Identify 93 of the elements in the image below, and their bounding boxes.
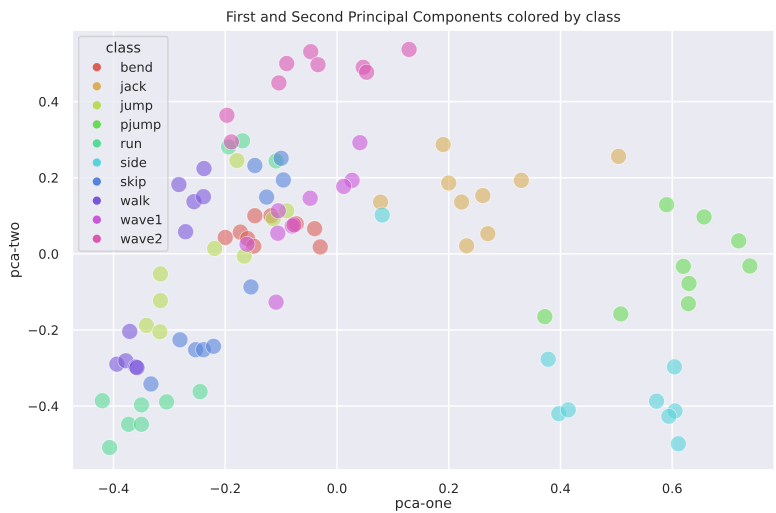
point (658, 196, 675, 213)
point (177, 223, 194, 240)
legend-label: skip (120, 176, 146, 189)
point (536, 308, 554, 325)
point (660, 408, 678, 425)
point (228, 152, 246, 169)
legend-label: side (120, 157, 146, 168)
point (670, 435, 687, 452)
x-tick-label: 0.0 (328, 483, 346, 494)
y-tick-label: −0.2 (28, 325, 58, 336)
x-tick-label: 0.2 (439, 483, 458, 494)
point (94, 392, 111, 409)
x-tick-label: −0.2 (210, 483, 240, 494)
point (133, 396, 150, 414)
point (206, 240, 223, 257)
point (696, 208, 712, 226)
point (730, 232, 747, 250)
point (195, 188, 212, 205)
point (272, 150, 290, 167)
point (270, 224, 286, 242)
point (666, 358, 683, 376)
point (352, 134, 368, 151)
point (610, 148, 627, 165)
point (335, 178, 352, 195)
point (278, 55, 295, 72)
point (218, 106, 236, 124)
legend-label: wave1 (120, 214, 162, 224)
point (152, 292, 169, 309)
legend-title: class (106, 42, 140, 53)
x-tick-label: 0.4 (551, 483, 570, 494)
point (158, 394, 175, 410)
point (192, 383, 208, 400)
y-tick-label: 0.0 (39, 249, 58, 259)
legend-label: wave2 (120, 234, 162, 244)
point (742, 258, 758, 274)
point (223, 134, 240, 150)
x-tick-label: −0.4 (99, 483, 129, 494)
point (138, 317, 155, 334)
point (480, 225, 496, 242)
legend-label: pjump (121, 119, 160, 132)
point (458, 238, 475, 254)
point (246, 207, 264, 224)
point (400, 41, 418, 58)
chart-title: First and Second Principal Components colored by class (227, 10, 620, 25)
point (275, 172, 292, 188)
point (216, 229, 234, 246)
point (152, 266, 169, 282)
point (270, 202, 287, 220)
point (246, 157, 264, 174)
point (434, 136, 452, 153)
point (680, 275, 698, 292)
point (513, 172, 530, 189)
point (238, 236, 256, 253)
point (101, 439, 118, 456)
point (440, 174, 457, 192)
legend-label: run (121, 140, 141, 148)
point (242, 278, 260, 296)
x-tick-label: 0.6 (662, 483, 682, 494)
point (453, 194, 470, 210)
point (310, 56, 326, 73)
point (306, 220, 323, 237)
point (121, 323, 138, 340)
point (133, 416, 150, 433)
point (612, 306, 630, 322)
legend-label: jack (120, 80, 146, 94)
point (302, 43, 319, 60)
point (152, 324, 168, 340)
y-tick-label: 0.4 (39, 96, 58, 107)
point (270, 74, 288, 92)
point (680, 295, 697, 312)
point (474, 187, 492, 204)
x-axis-title: pca-one (396, 500, 452, 511)
point (205, 338, 222, 355)
point (142, 376, 160, 392)
legend-label: walk (120, 195, 150, 206)
point (648, 392, 665, 410)
point (258, 188, 275, 206)
point (560, 402, 577, 418)
point (312, 238, 328, 256)
point (540, 350, 556, 368)
y-tick-label: 0.2 (39, 172, 58, 183)
point (196, 160, 212, 177)
point (268, 294, 284, 310)
y-axis-title: pca-two (8, 222, 22, 277)
point (170, 176, 188, 193)
point (302, 190, 318, 207)
y-tick-label: −0.4 (28, 401, 58, 412)
legend-label: jump (120, 100, 152, 113)
legend-label: bend (121, 62, 152, 72)
point (172, 332, 188, 348)
point (374, 206, 391, 224)
point (358, 64, 375, 81)
point (675, 258, 692, 275)
